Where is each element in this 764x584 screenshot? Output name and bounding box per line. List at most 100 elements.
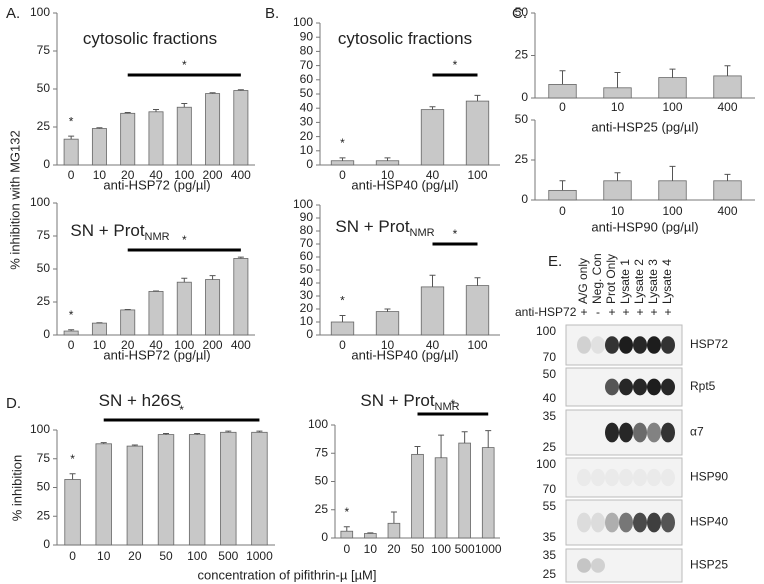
error-bar — [414, 445, 421, 455]
bar — [330, 321, 355, 336]
treatment-sign: + — [664, 305, 671, 319]
y-tick-label: 90 — [300, 29, 314, 43]
y-tick-label: 80 — [300, 223, 314, 237]
mw-marker: 55 — [543, 499, 557, 513]
band — [661, 468, 675, 487]
bar — [375, 160, 400, 166]
y-tick-label: 50 — [315, 474, 329, 488]
bar — [205, 93, 221, 166]
x-tick-label: 40 — [149, 168, 163, 182]
protein-label: HSP72 — [690, 337, 728, 351]
error-bar — [339, 157, 346, 161]
significance-star: * — [69, 308, 74, 322]
error-bar — [163, 432, 169, 435]
y-tick-label: 0 — [43, 157, 50, 171]
x-tick-label: 100 — [662, 100, 682, 114]
bar — [340, 530, 354, 539]
band — [591, 336, 605, 354]
treatment-sign: + — [636, 305, 643, 319]
significance-star: * — [340, 294, 345, 308]
x-tick-label: 400 — [231, 338, 251, 352]
bar — [603, 87, 632, 99]
mw-marker: 25 — [543, 567, 557, 581]
x-tick-label: 0 — [559, 204, 566, 218]
treatment-sign: - — [596, 305, 600, 319]
band — [591, 558, 605, 573]
y-tick-label: 25 — [515, 48, 529, 62]
bar — [188, 434, 206, 546]
band — [647, 468, 661, 487]
x-tick-label: 10 — [97, 549, 111, 563]
error-bar — [96, 127, 103, 129]
error-bar — [68, 329, 75, 332]
x-tick-label: 200 — [203, 168, 223, 182]
bar — [91, 322, 107, 336]
bar — [548, 84, 577, 99]
panel-label: A. — [6, 5, 20, 22]
significance-star: * — [451, 397, 456, 411]
treatment-sign: + — [608, 305, 615, 319]
y-tick-label: 100 — [308, 417, 328, 431]
error-bar — [131, 444, 138, 447]
treatment-sign: + — [580, 305, 587, 319]
y-tick-label: 20 — [300, 129, 314, 143]
bar — [157, 434, 175, 546]
band — [605, 512, 619, 533]
error-bar — [384, 157, 391, 161]
bar — [713, 75, 742, 99]
bar — [120, 112, 136, 166]
significance-star: * — [69, 114, 74, 128]
y-tick-label: 0 — [306, 327, 313, 341]
x-tick-label: 10 — [611, 204, 625, 218]
mw-marker: 40 — [543, 391, 557, 405]
x-tick-label: 1000 — [246, 549, 273, 563]
y-tick-label: 100 — [30, 195, 50, 209]
title-text: SN + Prot — [335, 217, 409, 236]
bar — [63, 138, 79, 166]
x-tick-label: 100 — [467, 338, 487, 352]
bar — [220, 431, 237, 546]
error-bar — [209, 275, 216, 280]
band — [633, 422, 647, 443]
x-tick-label: 20 — [387, 542, 401, 556]
y-tick-label: 75 — [37, 451, 51, 465]
chart-title: SN + h26S — [99, 391, 182, 410]
band — [577, 512, 591, 533]
band — [661, 336, 675, 354]
bar — [465, 100, 490, 166]
bar — [458, 442, 471, 539]
protein-label: HSP90 — [690, 470, 728, 484]
error-bar — [614, 172, 621, 181]
blot-image — [565, 457, 683, 498]
bar — [233, 90, 249, 166]
y-tick-label: 0 — [306, 157, 313, 171]
panel-label: E. — [548, 253, 562, 270]
bar — [205, 279, 221, 336]
panel-label: D. — [6, 395, 21, 412]
significance-star: * — [70, 452, 75, 466]
band — [605, 468, 619, 487]
x-tick-label: 10 — [611, 100, 625, 114]
lane-label: Prot Only — [604, 254, 618, 304]
x-tick-label: 10 — [93, 168, 107, 182]
error-bar — [367, 532, 374, 534]
error-bar — [559, 180, 566, 191]
panel-label: C. — [512, 5, 527, 22]
bar — [251, 431, 268, 546]
y-axis-label: % inhibition — [9, 455, 24, 522]
error-bar — [124, 112, 131, 114]
x-tick-label: 100 — [467, 168, 487, 182]
x-tick-label: 40 — [149, 338, 163, 352]
y-tick-label: 100 — [293, 197, 313, 211]
significance-star: * — [453, 227, 458, 241]
error-bar — [669, 165, 676, 181]
x-axis-label: anti-HSP40 (pg/µl) — [351, 177, 458, 192]
lane-label: Lysate 2 — [632, 259, 646, 304]
x-axis-label: concentration of pifithrin-µ [µM] — [198, 567, 377, 582]
title-text: SN + Prot — [360, 391, 434, 410]
x-axis-label: anti-HSP40 (pg/µl) — [351, 347, 458, 362]
band — [605, 378, 619, 396]
band — [633, 336, 647, 354]
y-tick-label: 25 — [37, 119, 51, 133]
title-text: SN + Prot — [70, 221, 144, 240]
